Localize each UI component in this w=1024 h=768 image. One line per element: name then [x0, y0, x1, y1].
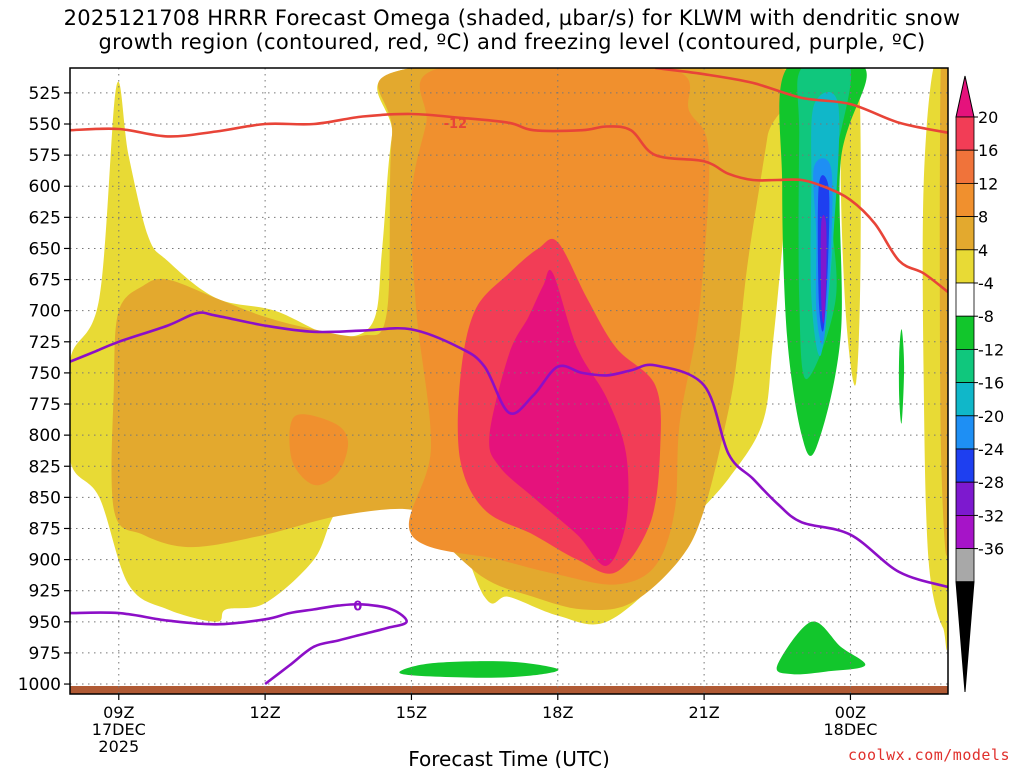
x-tick-year-2025: 2025	[98, 737, 139, 756]
region-omega-24	[820, 214, 827, 324]
colorbar-swatch-7	[955, 348, 975, 383]
y-tick-label-875: 875	[29, 519, 61, 539]
contour-upper-contour-red	[655, 68, 948, 134]
colorbar-label-20: -20	[978, 407, 1004, 426]
colorbar: 20 16 12 8 4 -4 -8 -12 -16 -20 -24 -28 -32 -36	[955, 75, 1004, 693]
y-tick-label-750: 750	[29, 364, 61, 384]
region-omega-4-00z-strip	[840, 68, 861, 386]
colorbar-label-24: -24	[978, 440, 1004, 459]
x-tick-label-00z: 00Z	[835, 703, 866, 722]
colorbar-top-arrow	[955, 75, 975, 118]
credit-text: coolwx.com/models	[847, 746, 1010, 764]
colorbar-label-8: -8	[978, 307, 994, 326]
colorbar-swatch-9	[955, 415, 975, 450]
x-tick-date-17dec: 17DEC	[92, 720, 146, 739]
region-omega-20	[489, 269, 629, 566]
colorbar-swatch-2	[955, 182, 975, 217]
y-tick-label-675: 675	[29, 271, 61, 291]
plot-frame	[69, 67, 949, 695]
y-axis: 525 550 575 600 625 650 675 700 725 750 775 800 825 8…	[18, 84, 70, 695]
colorbar-label-16: -16	[978, 374, 1004, 393]
y-tick-label-1000: 1000	[18, 675, 61, 695]
y-tick-label-850: 850	[29, 488, 61, 508]
contour-freezing-level-0c	[70, 311, 948, 589]
colorbar-label-8: 8	[978, 208, 988, 227]
y-tick-label-575: 575	[29, 146, 61, 166]
temperature-contours: -12 0	[70, 68, 948, 686]
y-tick-label-725: 725	[29, 333, 61, 353]
colorbar-swatch-3	[955, 216, 975, 251]
contour-dendritic-growth-region-12c	[70, 112, 948, 294]
region-omega-4-near-surface-15z-18z	[399, 661, 559, 678]
x-tick-label-18z: 18Z	[542, 703, 573, 722]
chart-title-line-1: 2025121708 HRRR Forecast Omega (shaded, …	[63, 6, 961, 30]
x-tick-label-09z: 09Z	[103, 703, 134, 722]
y-tick-label-825: 825	[29, 457, 61, 477]
colorbar-label-4: -4	[978, 274, 994, 293]
omega-shading	[70, 68, 948, 678]
contour-label-dendritic-growth-region-12c: -12	[444, 117, 468, 132]
region-omega-4-near-surface-22z-24z	[776, 621, 866, 675]
y-tick-label-700: 700	[29, 302, 61, 322]
contour-label-freezing-level-0c: 0	[353, 600, 362, 615]
colorbar-label-20: 20	[978, 108, 998, 127]
y-tick-label-925: 925	[29, 582, 61, 602]
x-tick-label-12z: 12Z	[249, 703, 280, 722]
colorbar-swatch-0	[955, 116, 975, 151]
colorbar-swatch-11	[955, 481, 975, 516]
colorbar-swatch-12	[955, 515, 975, 550]
y-tick-label-525: 525	[29, 84, 61, 104]
y-tick-label-800: 800	[29, 426, 61, 446]
y-tick-label-950: 950	[29, 613, 61, 633]
colorbar-label-36: -36	[978, 540, 1004, 559]
colorbar-label-12: -12	[978, 340, 1004, 359]
x-tick-date-18dec: 18DEC	[823, 720, 877, 739]
y-tick-label-550: 550	[29, 115, 61, 135]
y-tick-label-600: 600	[29, 177, 61, 197]
colorbar-swatch-8	[955, 382, 975, 417]
colorbar-swatch-4	[955, 249, 975, 284]
colorbar-label-28: -28	[978, 473, 1004, 492]
y-tick-label-625: 625	[29, 208, 61, 228]
grid-lines	[70, 68, 948, 694]
x-tick-label-15z: 15Z	[396, 703, 427, 722]
y-tick-label-775: 775	[29, 395, 61, 415]
region-omega-12-12z-13z-cell	[289, 414, 349, 486]
colorbar-label-32: -32	[978, 506, 1004, 525]
region-omega-4-small-cell	[898, 329, 905, 424]
colorbar-swatch-10	[955, 448, 975, 483]
ground-strip	[70, 686, 948, 694]
colorbar-swatch-6	[955, 315, 975, 350]
colorbar-swatch-13	[955, 548, 975, 583]
chart-title-line-2: growth region (contoured, red, ºC) and f…	[98, 30, 926, 54]
y-tick-label-975: 975	[29, 644, 61, 664]
y-tick-label-900: 900	[29, 551, 61, 571]
colorbar-label-16: 16	[978, 141, 998, 160]
colorbar-swatch-5	[955, 282, 975, 317]
colorbar-label-12: 12	[978, 174, 998, 193]
region-omega-8-right-edge	[939, 68, 948, 556]
x-tick-label-21z: 21Z	[688, 703, 719, 722]
colorbar-swatch-1	[955, 149, 975, 184]
colorbar-label-4: 4	[978, 241, 988, 260]
x-axis-title: Forecast Time (UTC)	[408, 747, 610, 768]
colorbar-bottom-arrow	[955, 581, 975, 693]
contour-freezing-level-0c-lower	[70, 602, 408, 686]
y-tick-label-650: 650	[29, 239, 61, 259]
